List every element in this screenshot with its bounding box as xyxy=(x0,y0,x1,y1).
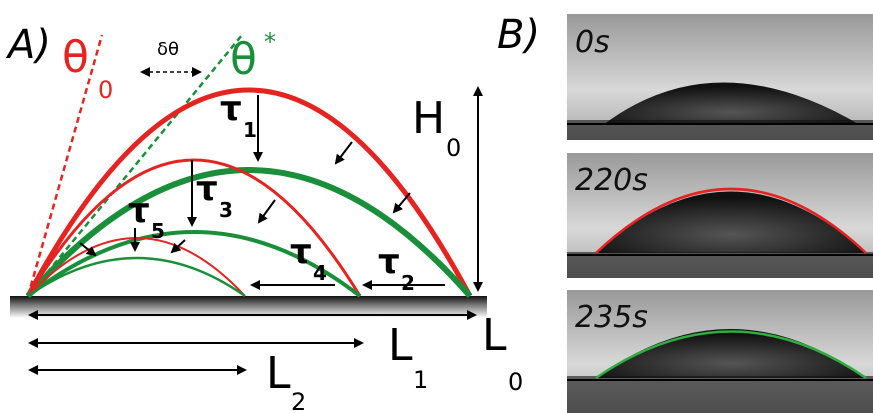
theta0-sub: 0 xyxy=(98,76,113,104)
height-sub: 0 xyxy=(446,134,461,162)
length-sub: 2 xyxy=(291,388,306,413)
delta-theta: δθ xyxy=(157,39,179,60)
tau-symbol: τ xyxy=(220,89,242,129)
panel-label: A) xyxy=(5,22,51,68)
tau-sub: 3 xyxy=(219,198,233,222)
length-symbol: L xyxy=(388,320,413,371)
figure: A) θ 0 δθ θ * τ 1 τ 2 τ 3 τ 4 τ 5 H 0 L … xyxy=(0,0,873,413)
length-symbol: L xyxy=(482,310,507,361)
tau-symbol: τ xyxy=(378,242,400,282)
tau-sub: 2 xyxy=(401,271,415,295)
time-label: 220s xyxy=(575,163,648,198)
panel-b: B) 0s 220s 235s xyxy=(497,12,873,413)
tau-symbol: τ xyxy=(196,169,218,209)
tau-sub: 4 xyxy=(313,261,327,285)
photo: 235s xyxy=(567,290,873,413)
time-label: 235s xyxy=(575,300,648,335)
time-label: 0s xyxy=(575,25,610,60)
photo: 220s xyxy=(567,153,873,278)
tau-symbol: τ xyxy=(290,232,312,272)
panel-a: A) θ 0 δθ θ * τ 1 τ 2 τ 3 τ 4 τ 5 H 0 L … xyxy=(5,22,523,413)
tau-symbol: τ xyxy=(128,191,150,231)
panel-label: B) xyxy=(497,12,540,58)
photo: 0s xyxy=(567,14,873,140)
tau-sub: 1 xyxy=(243,118,257,142)
theta-star-sup: * xyxy=(264,28,276,56)
length-sub: 0 xyxy=(508,368,523,396)
length-sub: 1 xyxy=(413,366,428,394)
height-symbol: H xyxy=(412,93,445,144)
theta-star-symbol: θ xyxy=(230,34,257,85)
tau-sub: 5 xyxy=(151,219,165,243)
length-symbol: L xyxy=(266,348,291,399)
theta0-symbol: θ xyxy=(62,32,89,83)
